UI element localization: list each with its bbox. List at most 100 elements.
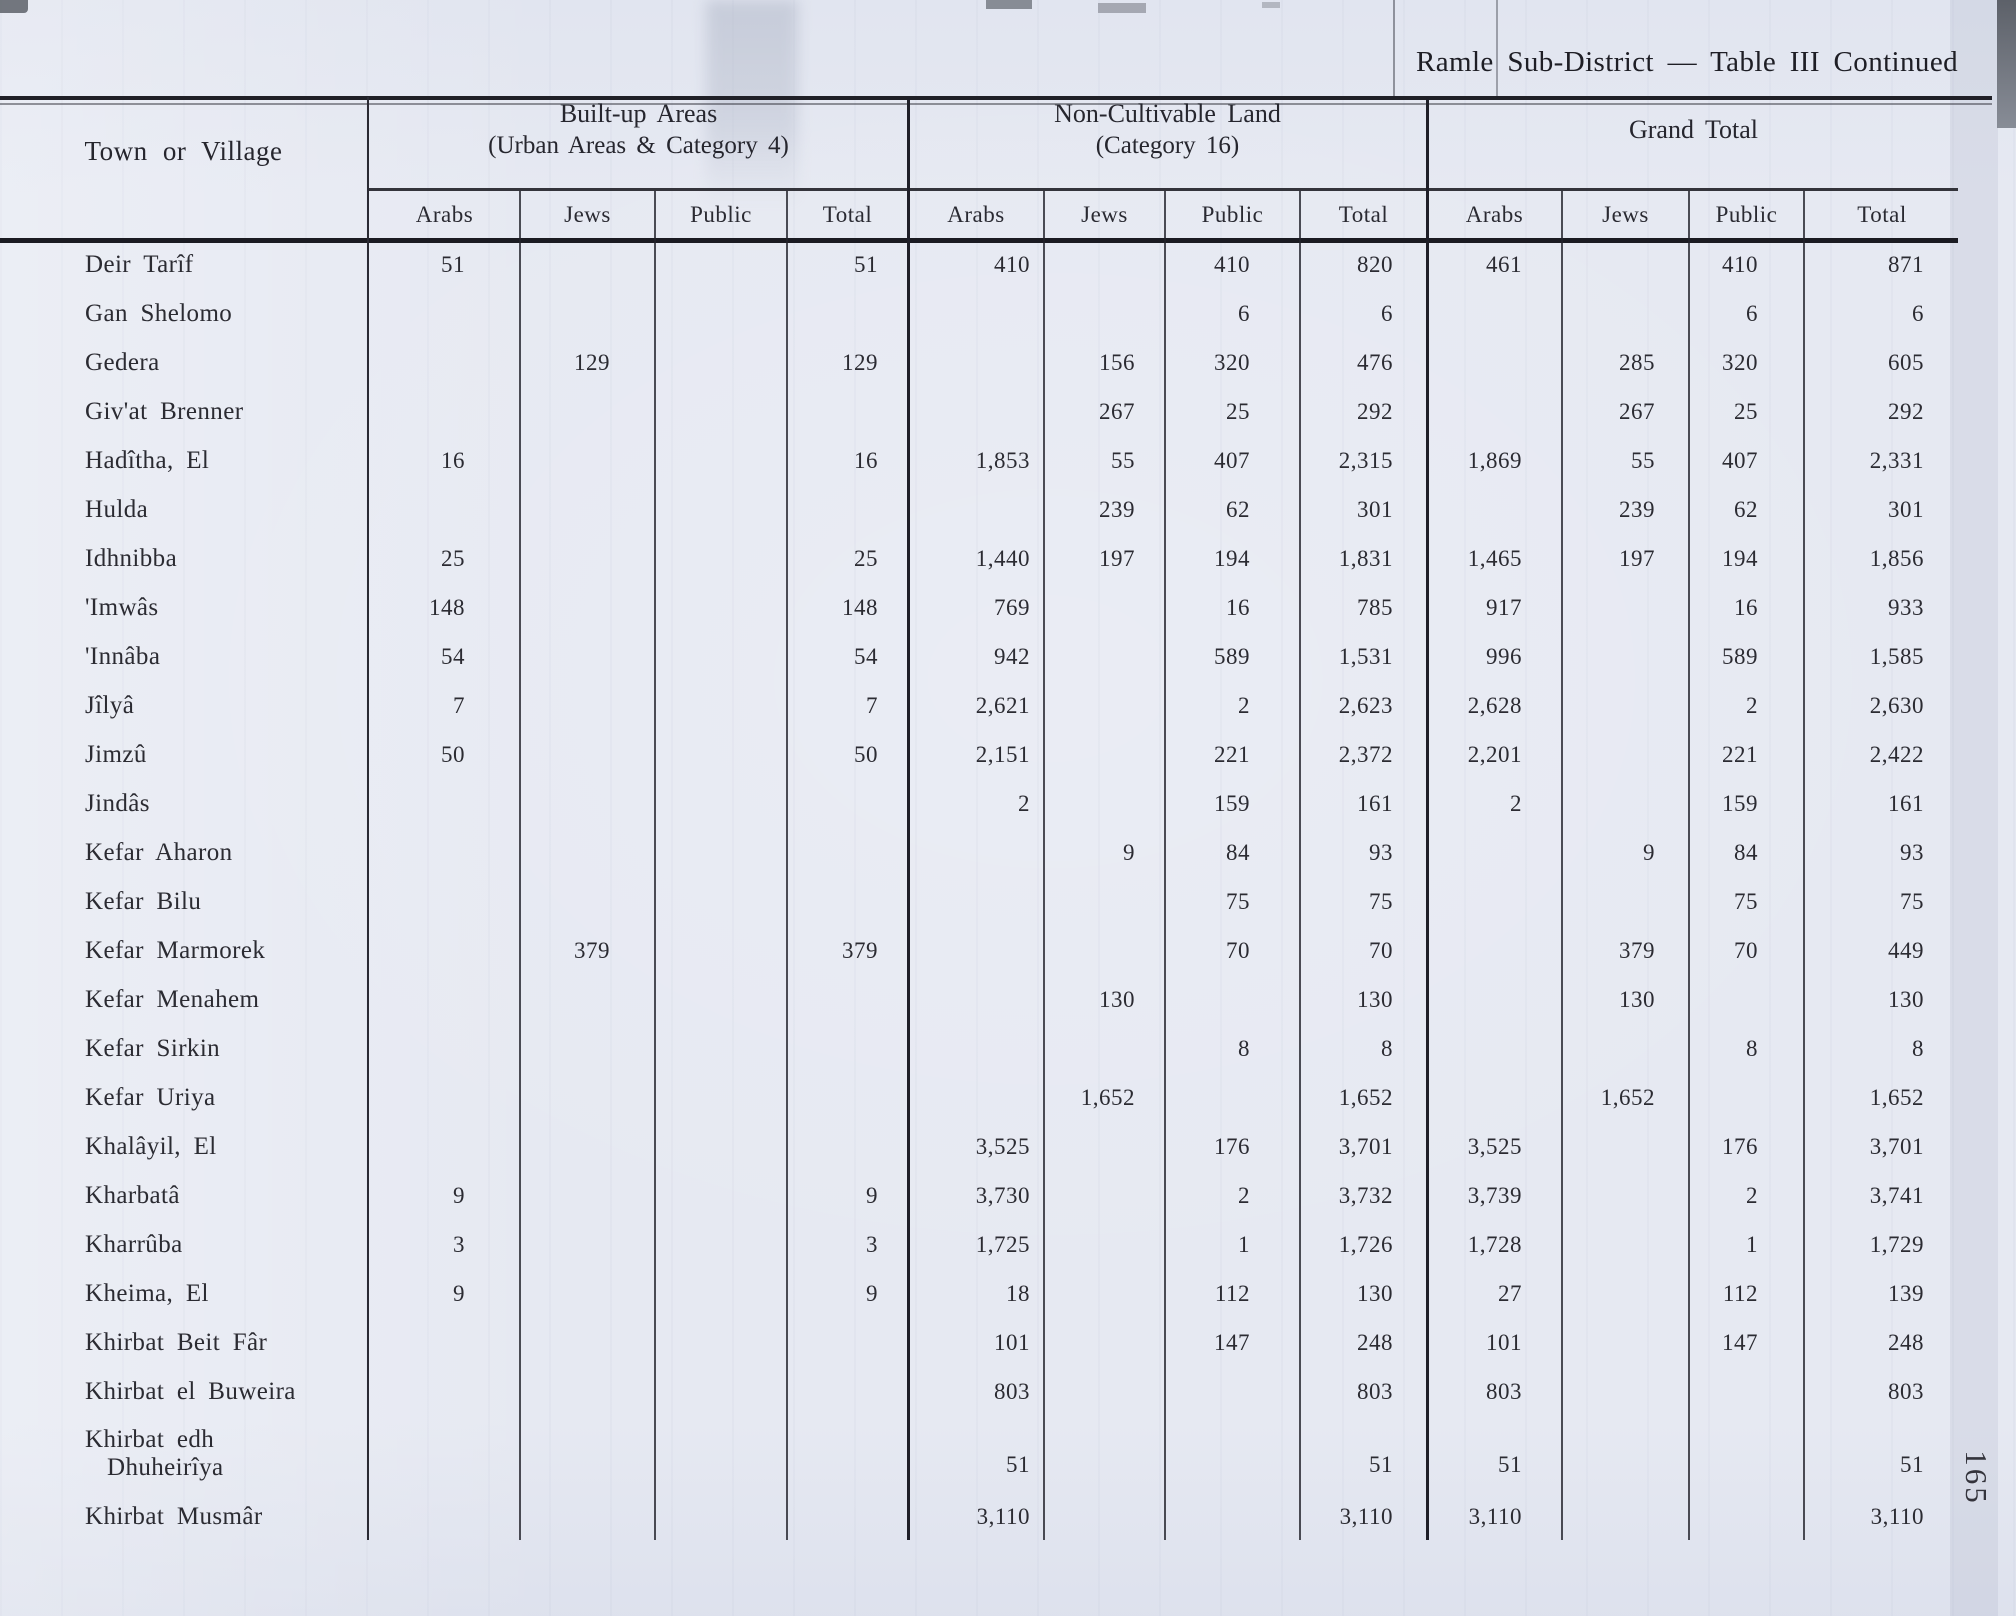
data-cell: 871	[1888, 251, 1924, 277]
data-cell	[369, 975, 520, 1024]
data-cell: 176	[1722, 1133, 1758, 1159]
data-cell: 248	[1357, 1329, 1393, 1355]
data-cell: 197	[1619, 545, 1655, 571]
row-town-name: Kefar Marmorek	[85, 936, 266, 964]
data-cell: 16	[1226, 594, 1250, 620]
data-cell	[655, 730, 787, 779]
data-cell	[908, 828, 1044, 877]
data-cell: 101	[1486, 1329, 1522, 1355]
scan-top-mark	[1098, 3, 1146, 13]
data-cell	[655, 387, 787, 436]
data-cell	[1562, 681, 1689, 730]
data-cell	[655, 975, 787, 1024]
data-cell	[787, 828, 908, 877]
data-cell: 6	[1746, 300, 1758, 326]
data-cell	[787, 289, 908, 338]
data-cell	[655, 926, 787, 975]
data-cell: 996	[1486, 643, 1522, 669]
table-row: Khirbat Beit Fâr 101 147 248 101 147 248	[0, 1318, 1960, 1367]
data-cell	[655, 338, 787, 387]
table-row: Kefar Aharon 9 84 93 9 84 93	[0, 828, 1960, 877]
data-cell: 9	[453, 1280, 465, 1306]
data-cell	[520, 1073, 655, 1122]
data-cell	[1044, 583, 1165, 632]
data-cell	[1427, 828, 1562, 877]
data-cell	[787, 1318, 908, 1367]
data-cell	[520, 779, 655, 828]
data-cell	[369, 1122, 520, 1171]
row-town-name: Khirbat Musmâr	[85, 1502, 263, 1530]
data-cell	[908, 485, 1044, 534]
table-vline	[1803, 191, 1805, 1540]
scan-edge-streak	[1950, 0, 1998, 1616]
data-cell	[1562, 1220, 1689, 1269]
data-cell: 7	[866, 692, 878, 718]
data-cell: 589	[1214, 643, 1250, 669]
data-cell	[369, 338, 520, 387]
data-cell: 3	[453, 1231, 465, 1257]
subheader-spacer	[0, 192, 369, 238]
data-cell	[1562, 1367, 1689, 1416]
table-vline	[1561, 191, 1563, 1540]
data-cell: 803	[1357, 1378, 1393, 1404]
data-cell: 93	[1900, 839, 1924, 865]
data-cell: 407	[1722, 447, 1758, 473]
data-cell	[520, 1318, 655, 1367]
data-cell: 6	[1238, 300, 1250, 326]
data-cell	[520, 583, 655, 632]
data-cell: 147	[1722, 1329, 1758, 1355]
data-cell	[787, 1024, 908, 1073]
data-cell	[787, 485, 908, 534]
group-underline	[369, 188, 1958, 191]
data-cell: 51	[1369, 1452, 1393, 1477]
data-cell: 3,110	[976, 1503, 1030, 1529]
data-cell: 3,110	[1870, 1503, 1924, 1529]
subheader-row: Arabs Jews Public Total Arabs Jews Public Total…	[0, 192, 1960, 238]
data-cell: 130	[1888, 986, 1924, 1012]
data-cell: 70	[1369, 937, 1393, 963]
data-cell: 3,701	[1338, 1133, 1393, 1159]
row-town-name: 'Innâba	[85, 642, 161, 670]
data-cell: 2,372	[1338, 741, 1393, 767]
data-cell: 1,585	[1869, 643, 1924, 669]
data-cell: 1,652	[1338, 1084, 1393, 1110]
data-cell: 2	[1510, 790, 1522, 816]
data-cell	[1044, 240, 1165, 289]
data-cell: 2,630	[1869, 692, 1924, 718]
data-cell	[1562, 1122, 1689, 1171]
data-cell	[1044, 289, 1165, 338]
data-cell: 1,729	[1869, 1231, 1924, 1257]
data-cell: 8	[1238, 1035, 1250, 1061]
data-cell	[1427, 338, 1562, 387]
table-row: Giv'at Brenner 267 25 292 267 25 292	[0, 387, 1960, 436]
data-cell: 51	[1900, 1452, 1924, 1477]
data-cell: 803	[994, 1378, 1030, 1404]
data-cell: 2,331	[1869, 447, 1924, 473]
table-row: Khirbat Musmâr 3,110 3,110 3,110 3,110	[0, 1492, 1960, 1541]
scan-crease-line	[1496, 0, 1498, 98]
data-cell	[1427, 485, 1562, 534]
data-cell	[520, 877, 655, 926]
data-cell: 112	[1214, 1280, 1250, 1306]
data-cell	[520, 387, 655, 436]
table-row: Kefar Uriya 1,652 1,652 1,652 1,652	[0, 1073, 1960, 1122]
table-row: Jîlyâ 7 7 2,621 2 2,623 2,628 2 2,630	[0, 681, 1960, 730]
data-cell: 194	[1722, 545, 1758, 571]
data-cell: 2,201	[1467, 741, 1522, 767]
data-cell	[520, 1024, 655, 1073]
data-cell: 161	[1888, 790, 1924, 816]
data-cell	[1562, 632, 1689, 681]
row-town-name: Jîlyâ	[85, 691, 135, 719]
data-cell	[520, 436, 655, 485]
data-cell	[369, 485, 520, 534]
data-cell: 1,440	[975, 545, 1030, 571]
data-cell	[1165, 1073, 1300, 1122]
data-cell: 769	[994, 594, 1030, 620]
row-town-name: 'Imwâs	[85, 593, 159, 621]
data-cell: 70	[1734, 937, 1758, 963]
data-cell: 159	[1722, 790, 1758, 816]
data-cell	[369, 1318, 520, 1367]
data-cell: 320	[1214, 349, 1250, 375]
data-cell	[908, 289, 1044, 338]
